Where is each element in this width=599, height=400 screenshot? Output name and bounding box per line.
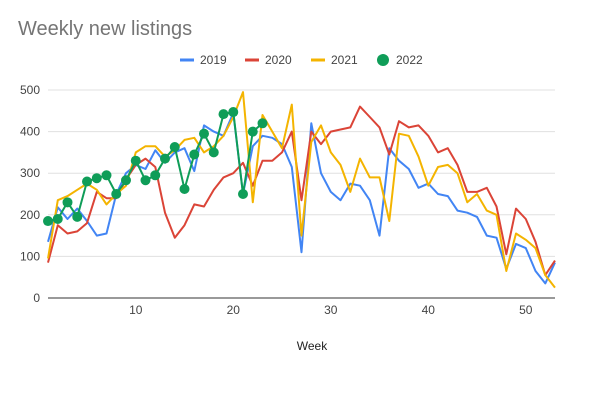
data-point-2022 <box>179 184 190 195</box>
legend-label: 2021 <box>331 53 358 67</box>
legend: 2019 2020 2021 2022 <box>180 53 423 67</box>
data-point-2022 <box>43 216 53 227</box>
x-tick-label: 40 <box>422 303 436 317</box>
series-2020 <box>47 105 556 277</box>
data-point-2022 <box>62 197 73 208</box>
data-point-2022 <box>238 189 248 199</box>
x-tick-label: 50 <box>519 303 533 317</box>
y-tick-label: 200 <box>20 208 40 222</box>
data-point-2022 <box>82 176 92 187</box>
chart-title: Weekly new listings <box>18 18 193 40</box>
legend-item-2022: 2022 <box>377 53 423 67</box>
x-axis-title: Week <box>297 339 328 353</box>
series-2021 <box>47 91 556 289</box>
data-point-2022 <box>101 170 112 181</box>
data-point-2022 <box>111 189 122 199</box>
data-point-2022 <box>140 175 151 186</box>
x-tick-label: 20 <box>227 303 241 317</box>
data-point-2022 <box>189 149 200 160</box>
legend-label: 2022 <box>396 53 423 67</box>
data-point-2022 <box>199 128 209 139</box>
series-line-2020 <box>47 105 556 277</box>
data-point-2022 <box>130 155 141 166</box>
y-tick-label: 400 <box>20 125 40 139</box>
data-point-2022 <box>247 126 258 137</box>
legend-swatch <box>377 54 389 66</box>
legend-item-2020: 2020 <box>245 53 292 67</box>
data-point-2022 <box>218 109 229 120</box>
y-tick-label: 500 <box>20 83 40 97</box>
data-point-2022 <box>160 153 170 164</box>
data-point-2022 <box>52 213 63 224</box>
legend-item-2019: 2019 <box>180 53 227 67</box>
data-point-2022 <box>228 107 239 118</box>
data-point-2022 <box>121 175 131 186</box>
y-tick-label: 300 <box>20 166 40 180</box>
data-point-2022 <box>208 147 219 158</box>
series-layer <box>43 91 556 289</box>
tick-layer: 0 100 200 300 400 500 10 20 30 40 50 <box>20 83 533 317</box>
series-2022 <box>43 107 268 227</box>
series-line-2021 <box>47 91 556 289</box>
data-point-2022 <box>72 211 83 222</box>
y-tick-label: 100 <box>20 249 40 263</box>
y-tick-label: 0 <box>33 291 40 305</box>
x-tick-label: 10 <box>129 303 143 317</box>
x-tick-label: 30 <box>324 303 338 317</box>
legend-item-2021: 2021 <box>311 53 358 67</box>
data-point-2022 <box>169 141 180 152</box>
data-point-2022 <box>257 118 268 129</box>
data-point-2022 <box>91 173 102 184</box>
legend-label: 2019 <box>200 53 227 67</box>
data-point-2022 <box>150 170 161 181</box>
legend-label: 2020 <box>265 53 292 67</box>
